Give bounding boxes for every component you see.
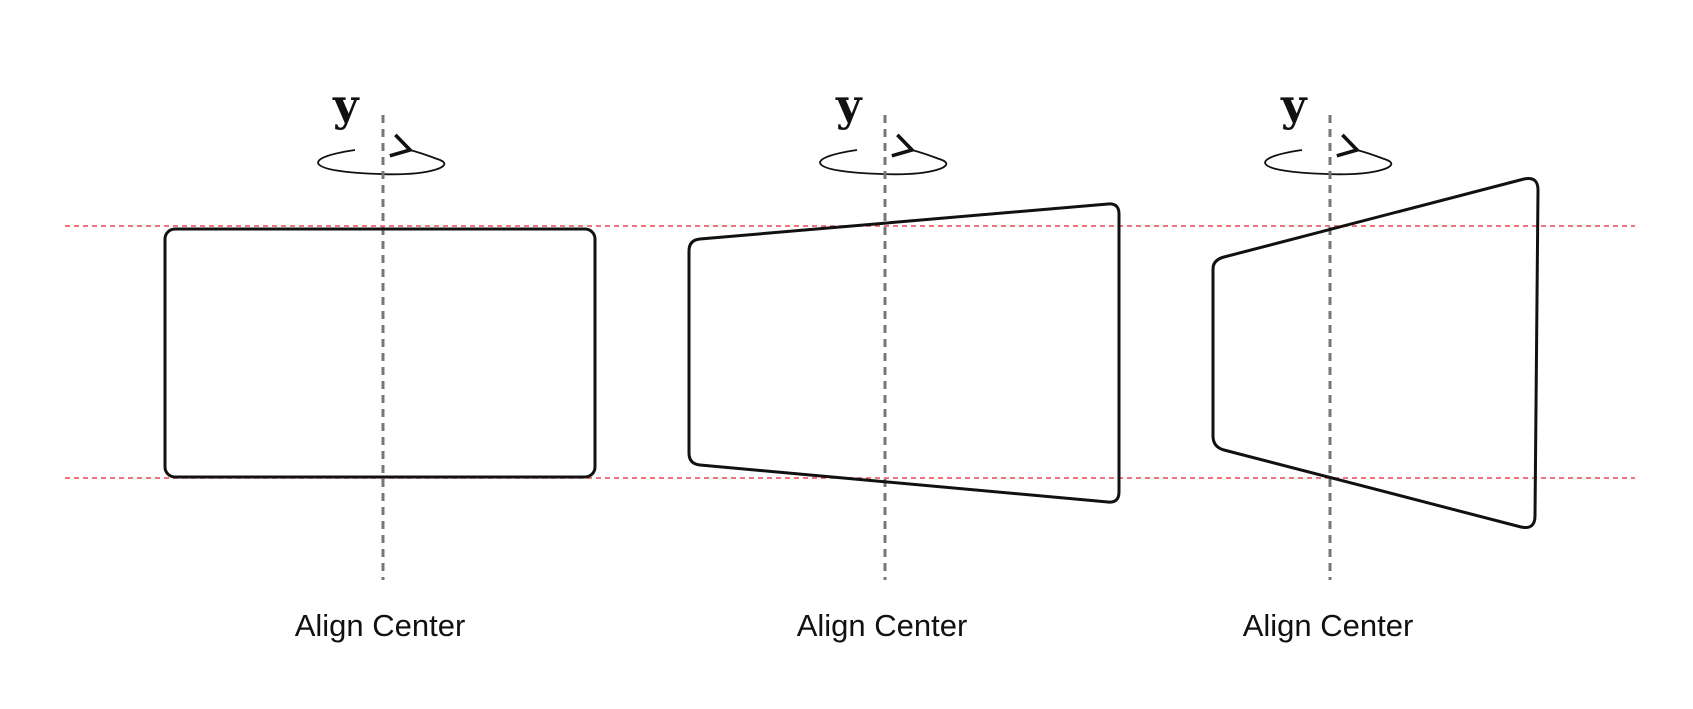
panel-caption: Align Center — [1243, 608, 1414, 643]
card-shape — [687, 202, 1121, 504]
panel-caption: Align Center — [295, 608, 466, 643]
panel-1: y Align Center — [163, 80, 597, 643]
rotation-arrow-icon — [317, 133, 446, 176]
card-shape — [163, 227, 597, 479]
rotation-arrow-icon — [1264, 133, 1393, 176]
axis-label: y — [1280, 80, 1308, 131]
panel-2: y Align Center — [687, 80, 1121, 643]
rotation-arrow-icon — [819, 133, 948, 176]
card-shape — [1211, 177, 1540, 529]
axis-label: y — [332, 80, 360, 131]
panel-3: y Align Center — [1211, 80, 1540, 643]
panel-caption: Align Center — [797, 608, 968, 643]
axis-label: y — [835, 80, 863, 131]
